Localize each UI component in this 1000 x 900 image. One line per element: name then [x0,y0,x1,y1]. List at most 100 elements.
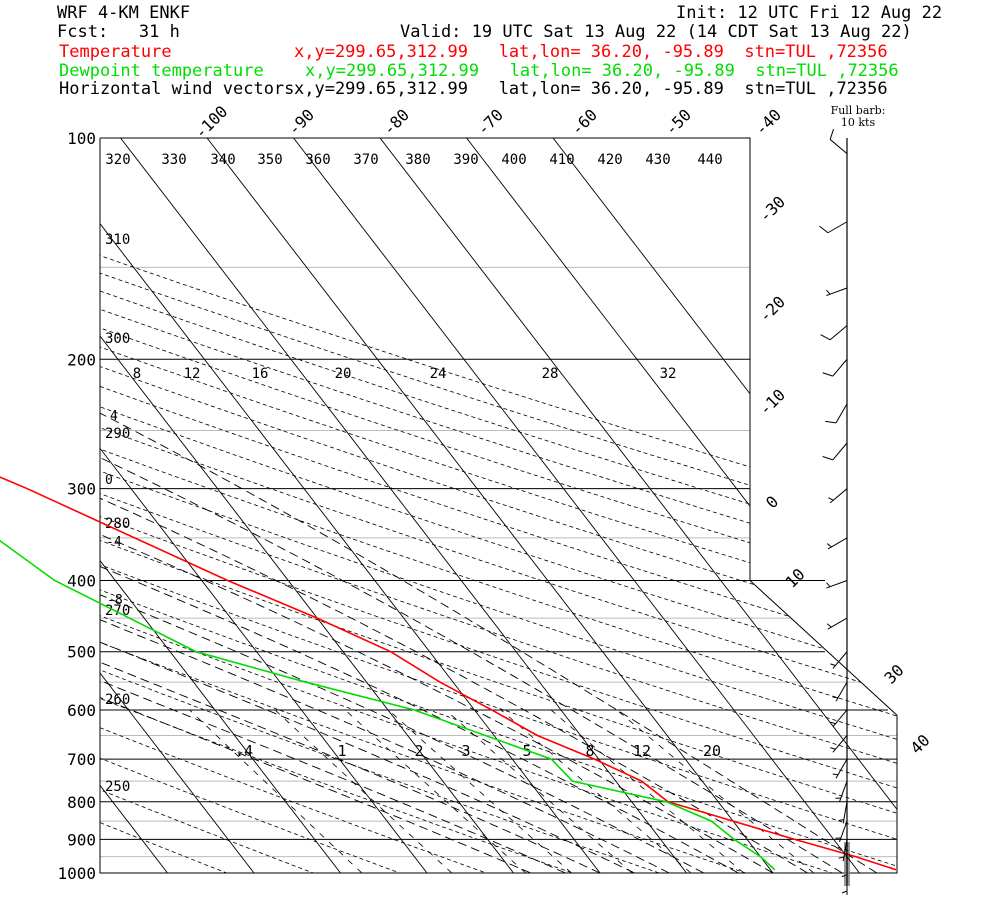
isotherm-label: -50 [661,105,695,139]
isotherm-label: -20 [755,292,789,326]
dry-adiabat [100,138,618,873]
wind-barb [826,580,848,589]
wind-barb [826,537,848,550]
dry-adiabat [100,138,443,873]
isotherm [466,138,897,873]
mixing-ratio-label: 20 [703,742,721,760]
pressure-tick-label: 1000 [57,864,96,883]
theta-label: 250 [105,779,130,795]
wind-barb [830,735,848,753]
theta-e-label: 370 [353,152,378,168]
mixing-ratio-line [500,709,692,873]
mixing-ratio-line [616,709,815,873]
mixing-ratio-label: 8 [585,742,594,760]
model-title: WRF 4-KM ENKF [57,3,191,23]
left-temp-label: 0 [105,473,113,488]
wetbulb-label: 16 [252,366,269,382]
wind-barb [822,442,848,461]
isotherm-label: -60 [567,105,601,139]
wind-barb [830,651,848,669]
isotherm-label: -10 [755,385,789,419]
isotherm [293,138,860,873]
dry-adiabat [100,138,897,873]
mixing-ratio-line [189,709,363,873]
moist-adiabat [100,325,705,873]
wetbulb-label: 28 [542,366,559,382]
isotherm-label: -90 [284,105,318,139]
isotherm-label: -30 [755,192,789,226]
dewpoint-profile [0,539,776,871]
theta-label: 290 [105,426,130,442]
moist-adiabat [100,325,739,873]
pressure-tick-label: 300 [67,480,96,499]
wind-barb [830,709,848,728]
init-time: Init: 12 UTC Fri 12 Aug 22 [676,3,943,23]
pressure-tick-label: 600 [67,701,96,720]
left-temp-label: -4 [106,535,122,550]
isotherm-label: 10 [782,565,809,592]
mixing-ratio-line [550,709,745,873]
pressure-tick-label: 100 [67,129,96,148]
isotherm-label: 30 [881,661,908,688]
wind-barb [820,325,848,341]
wind-barb [826,287,848,297]
plot-frame [100,137,751,581]
wind-barb [835,820,848,842]
pressure-tick-label: 700 [67,750,96,769]
theta-e-label: 410 [549,152,574,168]
dry-adiabat [100,138,881,873]
moist-adiabat [100,325,566,873]
wind-barb [832,681,848,702]
theta-e-label: 430 [645,152,670,168]
mixing-ratio-label: 2 [414,742,423,760]
left-temp-label: -8 [107,593,123,608]
wetbulb-label: 32 [660,366,677,382]
wind-barb [838,801,848,824]
wetbulb-label: 24 [430,366,447,382]
wetbulb-label: 8 [133,366,141,382]
dry-adiabat [100,138,897,873]
theta-label: 310 [105,232,130,248]
moist-adiabat [100,325,774,873]
moist-adiabat [100,325,531,873]
mixing-ratio-label: 12 [633,742,651,760]
dry-adiabat [100,138,706,873]
mixing-ratio-line [344,709,527,873]
isotherm [100,138,601,873]
isotherm [206,138,774,873]
isotherm [100,138,428,873]
wind-barb [829,129,848,154]
theta-e-label: 330 [161,152,186,168]
theta-e-label: 360 [305,152,330,168]
wind-barb [832,758,848,779]
theta-e-label: 320 [105,152,130,168]
dry-adiabat [100,138,897,873]
theta-e-label: 390 [453,152,478,168]
wind-barb [835,780,848,803]
pressure-tick-label: 400 [67,572,96,591]
dry-adiabat [100,138,897,873]
mixing-ratio-label: 3 [461,742,470,760]
header: WRF 4-KM ENKF Init: 12 UTC Fri 12 Aug 22… [0,0,1000,100]
pressure-tick-label: 800 [67,793,96,812]
moist-adiabat [100,325,878,873]
wind-barb [822,358,848,377]
dry-adiabat [100,138,897,873]
isotherm-label: -80 [379,105,413,139]
isotherm-label: 0 [762,492,782,512]
pressure-tick-label: 900 [67,830,96,849]
isotherm [100,138,341,873]
barb-legend-line2: 10 kts [841,116,876,129]
theta-e-label: 340 [210,152,235,168]
valid-time: Valid: 19 UTC Sat 13 Aug 22 (14 CDT Sat … [400,22,912,42]
isotherm [100,138,255,873]
dry-adiabat [100,138,897,873]
isotherm [120,138,687,873]
theta-e-label: 420 [597,152,622,168]
isotherm-label: 40 [907,731,934,758]
dry-adiabat [100,138,355,873]
dry-adiabat [100,138,897,873]
moist-adiabat [100,325,601,873]
pressure-tick-label: 200 [67,350,96,369]
